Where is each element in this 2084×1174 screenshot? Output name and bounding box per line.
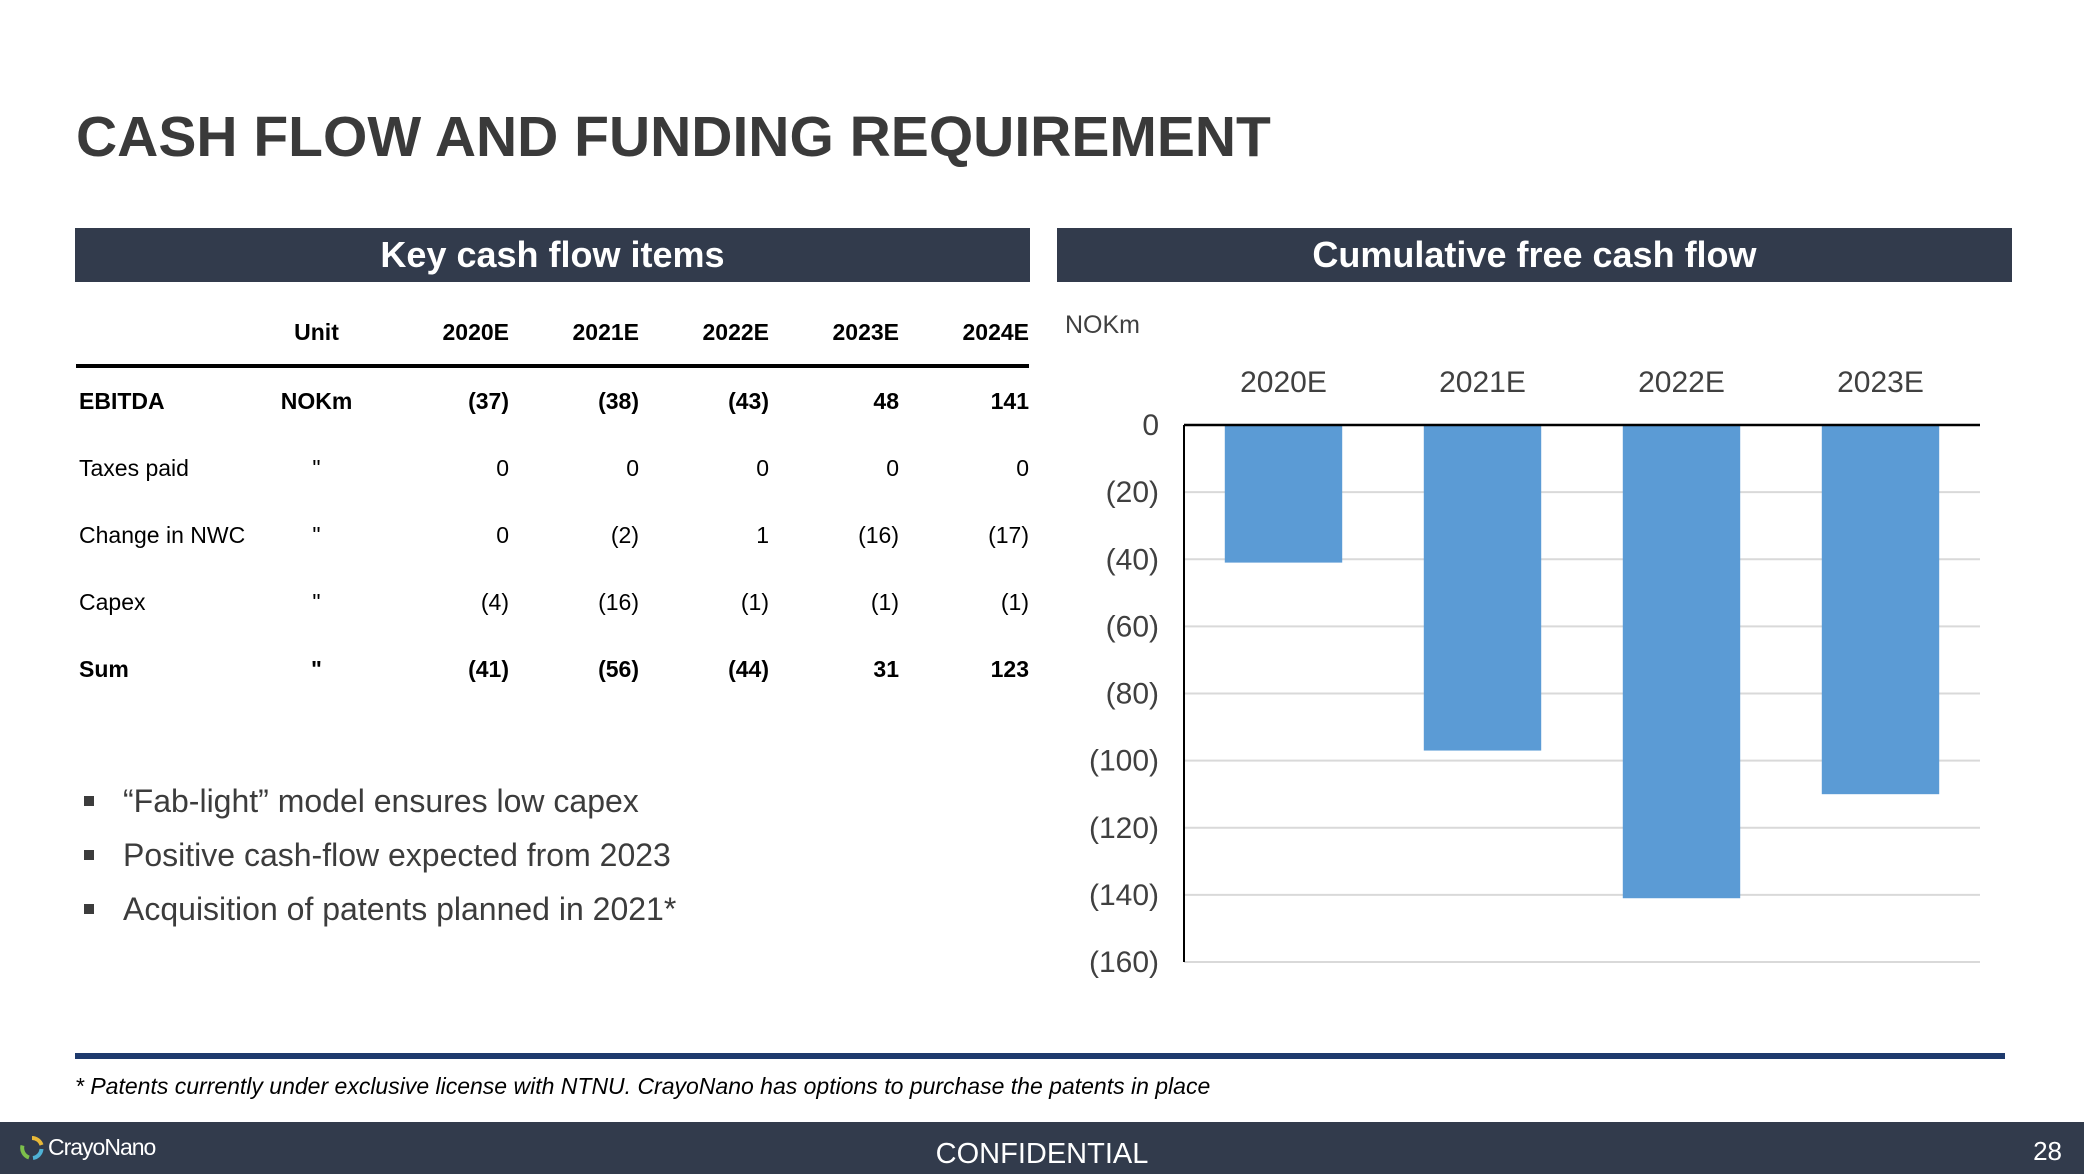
bullet-list: “Fab-light” model ensures low capex Posit… [80, 774, 676, 936]
y-tick-label: (80) [1106, 678, 1159, 711]
cash-flow-table-body: EBITDA NOKm (37) (38) (43) 48 141 Taxes paid " 0 0… [76, 366, 1029, 703]
column-header [76, 300, 254, 368]
y-tick-label: (20) [1106, 476, 1159, 509]
y-tick-label: (160) [1089, 946, 1159, 979]
table-cell: (44) [728, 656, 769, 682]
table-cell: 0 [626, 455, 639, 481]
confidential-label: CONFIDENTIAL [935, 1138, 1149, 1170]
table-cell: (1) [870, 589, 899, 615]
table-cell: (16) [598, 589, 639, 615]
table-row: Taxes paid " 0 0 0 0 0 [76, 435, 1029, 502]
bullet-item: “Fab-light” model ensures low capex [80, 774, 676, 828]
row-label: Capex [79, 589, 146, 615]
table-cell: 0 [1016, 455, 1029, 481]
y-tick-label: 0 [1142, 409, 1159, 442]
table-cell: (37) [468, 388, 509, 414]
table-row: Sum " (41) (56) (44) 31 123 [76, 636, 1029, 703]
table-cell: (17) [988, 522, 1029, 548]
y-tick-label: (40) [1106, 543, 1159, 576]
cumulative-fcf-chart: NOKm 0 (20) (40) (60) (80) (100) (120) (140) (160… [1065, 311, 1980, 979]
bar [1821, 425, 1940, 795]
bullet-text: “Fab-light” model ensures low capex [123, 782, 639, 819]
bullet-marker-icon [84, 850, 94, 860]
key-cash-flow-header: Key cash flow items [75, 228, 1030, 282]
crayonano-logo-icon [20, 1135, 44, 1160]
bar [1423, 425, 1542, 751]
table-cell: 1 [756, 522, 769, 548]
bullet-marker-icon [84, 796, 94, 806]
row-label: EBITDA [79, 388, 165, 414]
x-tick-label: 2021E [1439, 366, 1526, 399]
row-label: Change in NWC [79, 522, 246, 548]
table-cell: 0 [496, 455, 509, 481]
table-cell: (1) [1000, 589, 1029, 615]
table-cell: 48 [873, 388, 899, 414]
column-header-2021e: 2021E [509, 300, 639, 368]
row-unit: " [312, 455, 321, 481]
table-row: Change in NWC " 0 (2) 1 (16) (17) [76, 502, 1029, 569]
bullet-item: Positive cash-flow expected from 2023 [80, 828, 676, 882]
table-cell: (56) [598, 656, 639, 682]
page-number: 28 [2033, 1136, 2062, 1166]
table-cell: 0 [496, 522, 509, 548]
row-unit: " [312, 522, 321, 548]
bar [1622, 425, 1741, 899]
footer-bar: CrayoNano CONFIDENTIAL 28 [0, 1122, 2084, 1174]
table-cell: (2) [610, 522, 639, 548]
table-row: EBITDA NOKm (37) (38) (43) 48 141 [76, 366, 1029, 435]
bullet-item: Acquisition of patents planned in 2021* [80, 882, 676, 936]
y-tick-label: (120) [1089, 812, 1159, 845]
bar [1224, 425, 1343, 563]
table-cell: (4) [480, 589, 509, 615]
column-header-2024e: 2024E [899, 300, 1029, 368]
row-unit: " [312, 589, 321, 615]
table-cell: 31 [873, 656, 899, 682]
table-cell: 141 [990, 388, 1029, 414]
x-tick-label: 2023E [1837, 366, 1924, 399]
column-header-2023e: 2023E [769, 300, 899, 368]
page-title: CASH FLOW AND FUNDING REQUIREMENT [76, 105, 1271, 169]
table-cell: 123 [990, 656, 1029, 682]
table-cell: (1) [740, 589, 769, 615]
x-tick-label: 2020E [1240, 366, 1327, 399]
y-tick-label: (100) [1089, 745, 1159, 778]
logo-text: CrayoNano [48, 1134, 156, 1160]
table-cell: (43) [728, 388, 769, 414]
divider-line [75, 1053, 2005, 1059]
table-cell: 0 [886, 455, 899, 481]
column-header-2020e: 2020E [379, 300, 509, 368]
column-header-unit: Unit [254, 300, 379, 368]
table-cell: (41) [468, 656, 509, 682]
row-label: Sum [79, 656, 129, 682]
bullet-text: Positive cash-flow expected from 2023 [123, 836, 671, 873]
x-tick-label: 2022E [1638, 366, 1725, 399]
cumulative-fcf-header: Cumulative free cash flow [1057, 228, 2012, 282]
crayonano-logo: CrayoNano [20, 1134, 156, 1161]
cash-flow-table: Unit 2020E 2021E 2022E 2023E 2024E EBITD… [76, 300, 1029, 703]
column-header-2022e: 2022E [639, 300, 769, 368]
row-unit: " [311, 656, 322, 682]
table-cell: (38) [598, 388, 639, 414]
y-tick-label: (60) [1106, 610, 1159, 643]
table-cell: 0 [756, 455, 769, 481]
table-cell: (16) [858, 522, 899, 548]
table-row: Capex " (4) (16) (1) (1) (1) [76, 569, 1029, 636]
table-header-row: Unit 2020E 2021E 2022E 2023E 2024E [76, 300, 1029, 368]
y-tick-label: (140) [1089, 879, 1159, 912]
row-label: Taxes paid [79, 455, 189, 481]
footnote: * Patents currently under exclusive lice… [75, 1073, 1211, 1099]
unit-label: NOKm [1065, 311, 1140, 339]
bullet-text: Acquisition of patents planned in 2021* [123, 890, 677, 927]
bullet-marker-icon [84, 904, 94, 914]
row-unit: NOKm [280, 388, 353, 414]
